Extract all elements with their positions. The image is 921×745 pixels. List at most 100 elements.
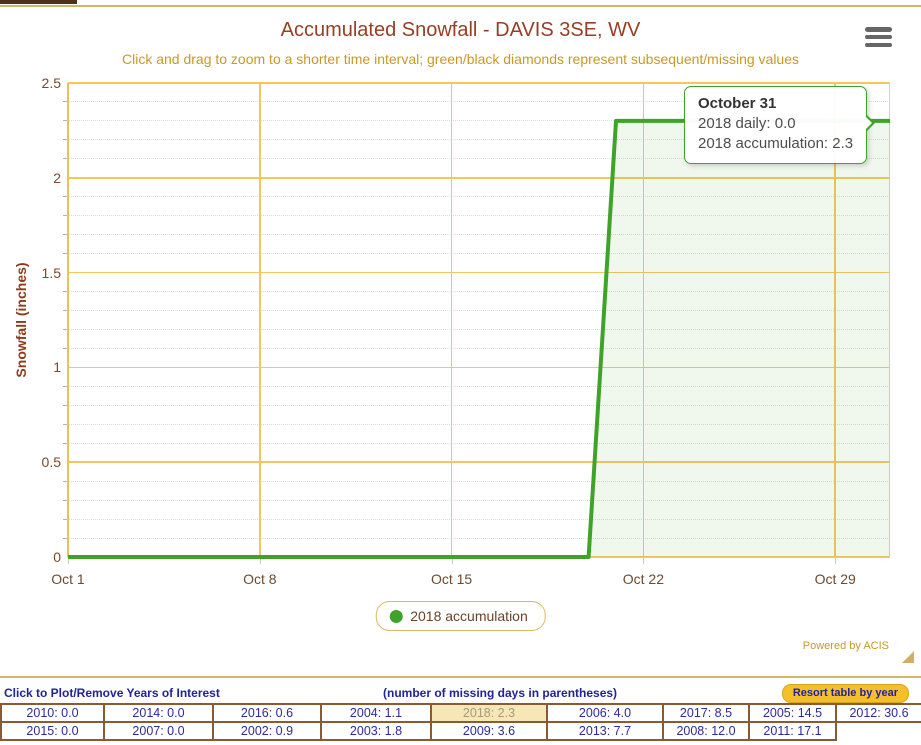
- minor-gridline: [68, 234, 890, 236]
- tooltip-accumulation: 2018 accumulation: 2.3: [698, 135, 854, 152]
- year-cell-2017[interactable]: 2017: 8.5: [662, 703, 750, 723]
- top-bar-stub: [0, 0, 77, 4]
- table-row: 2010: 0.0 2014: 0.0 2016: 0.6 2004: 1.1 2018…: [0, 703, 921, 723]
- y-minor-tick: [63, 139, 68, 141]
- year-cell-2009[interactable]: 2009: 3.6: [430, 721, 548, 741]
- y-minor-tick: [63, 499, 68, 501]
- x-axis-tick: [643, 557, 645, 564]
- major-gridline-y: [68, 177, 890, 179]
- y-axis-label-1.5: 1.5: [41, 264, 61, 281]
- y-minor-tick: [63, 328, 68, 330]
- minor-gridline: [68, 158, 890, 160]
- x-axis-label-Oct-1: Oct 1: [51, 571, 85, 587]
- resort-table-button[interactable]: Resort table by year: [781, 684, 909, 703]
- resize-handle-icon[interactable]: [902, 651, 914, 663]
- minor-gridline: [68, 291, 890, 293]
- minor-gridline: [68, 442, 890, 444]
- year-cell-2012[interactable]: 2012: 30.6: [835, 703, 921, 723]
- table-instruction-label: Click to Plot/Remove Years of Interest: [4, 686, 220, 700]
- y-minor-tick: [63, 423, 68, 425]
- x-axis-label-Oct-29: Oct 29: [814, 571, 856, 587]
- minor-gridline: [68, 518, 890, 520]
- plot-area[interactable]: [63, 82, 890, 564]
- y-axis-label-1: 1: [53, 359, 61, 376]
- tooltip-date: October 31: [698, 95, 777, 112]
- top-divider: [0, 5, 921, 7]
- hamburger-icon: [865, 42, 892, 47]
- y-minor-tick: [63, 537, 68, 539]
- hamburger-icon: [865, 34, 892, 40]
- minor-gridline: [68, 385, 890, 387]
- chart-subtitle: Click and drag to zoom to a shorter time…: [121, 51, 799, 67]
- major-gridline-y: [68, 271, 890, 274]
- minor-gridline: [68, 404, 890, 406]
- y-minor-tick: [63, 101, 68, 103]
- credits-link[interactable]: Powered by ACIS: [802, 640, 889, 652]
- minor-gridline: [68, 253, 890, 255]
- major-gridline-x: [642, 83, 645, 557]
- major-gridline-x: [834, 83, 836, 557]
- y-minor-tick: [63, 518, 68, 520]
- year-cell-2013[interactable]: 2013: 7.7: [546, 721, 664, 741]
- y-minor-tick: [63, 310, 68, 312]
- major-gridline-y: [68, 82, 890, 84]
- year-cell-2005[interactable]: 2005: 14.5: [748, 703, 837, 723]
- major-gridline-y: [68, 461, 890, 463]
- x-axis-label-Oct-22: Oct 22: [622, 571, 665, 587]
- year-cell-2007[interactable]: 2007: 0.0: [103, 721, 214, 741]
- y-axis-line: [67, 83, 69, 557]
- year-cell-2008[interactable]: 2008: 12.0: [662, 721, 750, 741]
- y-axis-label-2: 2: [53, 169, 61, 186]
- minor-gridline: [68, 537, 890, 539]
- minor-gridline: [68, 101, 890, 103]
- y-minor-tick: [63, 480, 68, 482]
- minor-gridline: [68, 120, 890, 122]
- year-cell-2016[interactable]: 2016: 0.6: [212, 703, 322, 723]
- year-cell-2018[interactable]: 2018: 2.3: [430, 703, 548, 723]
- y-minor-tick: [63, 347, 68, 349]
- x-axis-tick: [259, 557, 261, 564]
- year-cell-2006[interactable]: 2006: 4.0: [546, 703, 664, 723]
- minor-gridline: [68, 215, 890, 217]
- tooltip: October 31 2018 daily: 0.0 2018 accumula…: [684, 86, 876, 164]
- y-minor-tick: [63, 158, 68, 160]
- major-gridline-x: [450, 83, 453, 557]
- y-minor-tick: [63, 234, 68, 236]
- minor-gridline: [68, 347, 890, 349]
- chart-context-menu-button[interactable]: [865, 26, 892, 48]
- year-cell-2010[interactable]: 2010: 0.0: [0, 703, 105, 723]
- y-axis-label-2.5: 2.5: [41, 75, 61, 91]
- years-table: 2010: 0.0 2014: 0.0 2016: 0.6 2004: 1.1 2018…: [0, 703, 921, 741]
- minor-gridline: [68, 328, 890, 330]
- y-minor-tick: [63, 196, 68, 198]
- y-minor-tick: [63, 291, 68, 293]
- y-minor-tick: [63, 385, 68, 387]
- y-minor-tick: [63, 215, 68, 217]
- chart-title: Accumulated Snowfall - DAVIS 3SE, WV: [280, 19, 641, 41]
- year-cell-2014[interactable]: 2014: 0.0: [103, 703, 214, 723]
- y-minor-tick: [63, 442, 68, 444]
- hover-crosshair: [889, 83, 890, 557]
- legend-item-2018-accumulation[interactable]: 2018 accumulation: [375, 601, 546, 631]
- y-minor-tick: [63, 120, 68, 122]
- table-note-label: (number of missing days in parentheses): [383, 686, 618, 700]
- year-cell-2003[interactable]: 2003: 1.8: [320, 721, 432, 741]
- minor-gridline: [68, 139, 890, 141]
- legend-marker-circle-icon: [389, 609, 403, 623]
- x-axis-label-Oct-8: Oct 8: [243, 571, 277, 587]
- hamburger-icon: [865, 27, 892, 32]
- minor-gridline: [68, 196, 890, 198]
- section-divider: [0, 676, 921, 678]
- minor-gridline: [68, 310, 890, 312]
- series-area-fill: [68, 120, 890, 558]
- y-axis-label-0: 0: [53, 549, 61, 565]
- y-minor-tick: [63, 404, 68, 406]
- x-axis-tick: [68, 557, 69, 564]
- minor-gridline: [68, 499, 890, 501]
- year-cell-2015[interactable]: 2015: 0.0: [0, 721, 105, 741]
- legend-label: 2018 accumulation: [410, 608, 528, 624]
- year-cell-2011[interactable]: 2011: 17.1: [748, 721, 837, 741]
- empty-cell: [836, 722, 921, 740]
- year-cell-2002[interactable]: 2002: 0.9: [212, 721, 322, 741]
- year-cell-2004[interactable]: 2004: 1.1: [320, 703, 432, 723]
